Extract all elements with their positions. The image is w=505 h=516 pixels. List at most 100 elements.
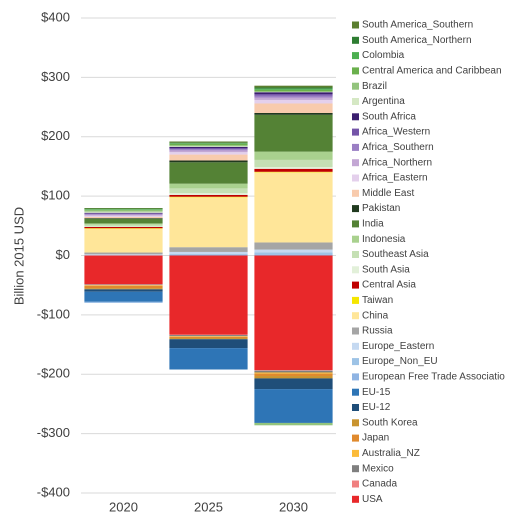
bar-segment [84,215,163,217]
bar-segment [84,218,163,224]
legend-swatch [352,373,359,381]
bar-segment [84,223,163,225]
legend-swatch [352,52,359,60]
bar-segment [254,85,333,88]
legend-label: Canada [362,479,397,490]
bar-segment [84,254,163,256]
legend-swatch [352,312,359,320]
bar-segment [84,214,163,216]
bar-segment [169,348,248,370]
bar-segment [84,209,163,210]
legend-label: South America_Southern [362,20,473,31]
legend-swatch [352,36,359,44]
bar-segment [169,143,248,146]
bar-segment [84,208,163,210]
legend-label: Argentina [362,96,405,107]
bar-segment [84,301,163,303]
bar-segment [84,284,163,285]
legend-swatch [352,342,359,350]
legend-label: Indonesia [362,234,406,245]
legend-swatch [352,220,359,228]
bar-segment [169,183,248,189]
legend-swatch [352,98,359,105]
bar-segment [254,159,333,168]
bar-segment [254,389,333,423]
bar-segment [254,89,333,92]
bar-segment [84,213,163,215]
bar-segment [169,152,248,155]
bar-segment [254,255,333,371]
bar-segment [169,338,248,340]
bar-segment [84,224,163,227]
legend-swatch [352,465,359,473]
legend-swatch [352,205,359,213]
legend-swatch [352,251,359,258]
bar-segment [254,167,333,169]
bar-segment [254,92,333,94]
bar-segment [254,249,333,253]
bar-segment [169,154,248,161]
legend-label: Middle East [362,188,414,199]
bar-segment [84,285,163,289]
legend-label: Colombia [362,50,405,61]
bar-segment [84,288,163,290]
bar-segment [84,252,163,255]
legend-swatch [352,434,359,442]
bar-segment [84,208,163,209]
bar-segment [254,373,333,377]
y-tick-label: $300 [41,69,70,84]
bar-segment [169,149,248,151]
bar-segment [254,88,333,90]
bar-segment [169,247,248,252]
bar-segment [254,168,333,172]
bar-segment [84,213,163,214]
bar-segment [169,336,248,339]
legend-label: Russia [362,326,393,337]
legend-swatch [352,419,359,427]
bar-segment [84,228,163,253]
legend-label: Europe_Eastern [362,341,434,352]
legend-label: Africa_Southern [362,142,434,153]
legend-swatch [352,67,359,75]
bar-segment [169,143,248,144]
bar-segment [84,212,163,214]
bar-segment [84,302,163,303]
legend-label: Central America and Caribbean [362,66,502,77]
bar-segment [169,141,248,143]
bar-segment [169,145,248,147]
bar-segment [169,188,248,194]
legend-swatch [352,449,359,457]
bar-segment [84,284,163,286]
x-tick-label: 2030 [279,499,308,514]
bar-segment [254,97,333,100]
bar-segment [84,209,163,211]
legend-label: EU-12 [362,402,391,413]
bar-segment [254,172,333,243]
bar-segment [84,226,163,227]
bar-segment [169,193,248,195]
legend-swatch [352,174,359,182]
bar-segment [169,336,248,337]
legend-label: EU-15 [362,387,391,398]
bar-segment [169,160,248,163]
y-tick-label: -$200 [37,366,70,381]
legend-swatch [352,159,359,167]
legend-label: USA [362,494,383,505]
y-tick-label: -$400 [37,484,70,499]
bar-segment [169,162,248,184]
bar-segment [84,289,163,292]
legend-label: Central Asia [362,280,416,291]
y-tick-label: $0 [56,247,70,262]
legend-label: Taiwan [362,295,393,306]
legend-swatch [352,480,359,488]
bar-segment [84,210,163,212]
bar-segment [169,197,248,248]
bar-segment [254,378,333,390]
bar-segment [254,151,333,160]
bar-segment [84,285,163,286]
legend-swatch [352,21,359,29]
bar-segment [169,194,248,197]
bar-segment [254,252,333,255]
bar-segment [169,253,248,255]
